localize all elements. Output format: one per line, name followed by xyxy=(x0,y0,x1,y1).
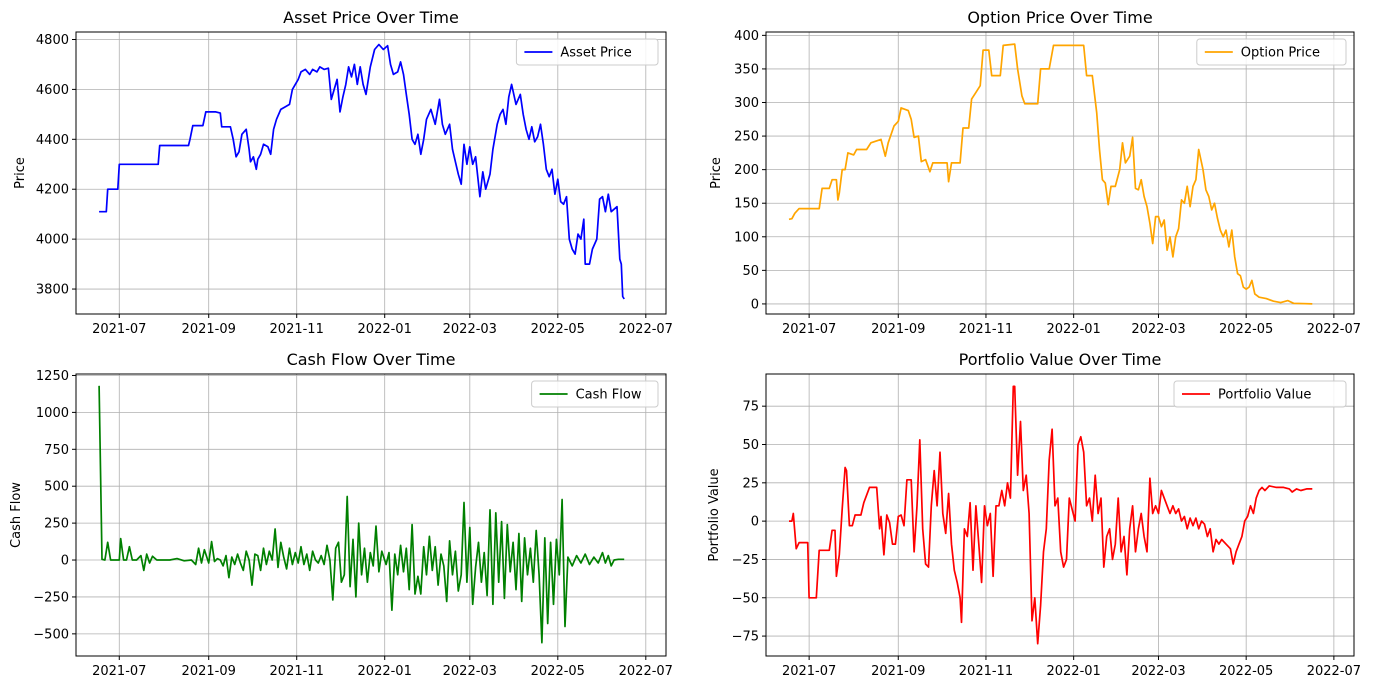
y-tick-label: 50 xyxy=(742,438,759,453)
y-tick-label: 0 xyxy=(61,554,69,569)
y-tick-label: 0 xyxy=(751,297,759,312)
y-tick-label: 200 xyxy=(734,163,759,178)
x-tick-label: 2021-09 xyxy=(871,664,925,679)
y-tick-label: 75 xyxy=(742,400,759,415)
y-tick-label: 0 xyxy=(751,515,759,530)
option-price-legend xyxy=(1196,38,1347,66)
y-tick-label: 4600 xyxy=(36,83,69,98)
option-price-chart: 2021-07 2021-09 2021-11 2022-01 2022-03 2022-… xyxy=(709,8,1361,337)
y-tick-label: 150 xyxy=(734,197,759,212)
y-tick-label: 4800 xyxy=(36,33,69,48)
option-price-y-axis-label: Price xyxy=(709,157,724,189)
x-tick-label: 2021-07 xyxy=(782,322,836,337)
y-tick-label: 400 xyxy=(734,29,759,44)
x-tick-label: 2021-07 xyxy=(782,664,836,679)
x-tick-label: 2022-07 xyxy=(619,664,673,679)
y-tick-label: 1000 xyxy=(36,406,69,421)
y-tick-label: 250 xyxy=(44,517,69,532)
y-tick-label: 4400 xyxy=(36,133,69,148)
x-tick-label: 2022-07 xyxy=(619,322,673,337)
option-price-chart-title: Option Price Over Time xyxy=(967,8,1152,27)
asset-price-chart-title: Asset Price Over Time xyxy=(283,8,459,27)
x-tick-label: 2021-11 xyxy=(959,322,1013,337)
portfolio-value-chart: 2021-07 2021-09 2021-11 2022-01 2022-03 2022-… xyxy=(707,350,1361,679)
x-tick-label: 2022-03 xyxy=(443,322,497,337)
x-tick-label: 2022-03 xyxy=(1131,322,1185,337)
x-tick-label: 2021-11 xyxy=(959,664,1013,679)
x-tick-label: 2021-07 xyxy=(92,664,146,679)
cash-flow-legend xyxy=(531,380,659,408)
legend-label: Option Price xyxy=(1241,46,1320,61)
asset-price-y-axis-label: Price xyxy=(13,157,28,189)
cash-flow-chart: 2021-07 2021-09 2021-11 2022-01 2022-03 2022-… xyxy=(9,350,673,679)
y-tick-label: 350 xyxy=(734,62,759,77)
y-tick-label: 250 xyxy=(734,130,759,145)
x-tick-label: 2021-07 xyxy=(92,322,146,337)
y-tick-label: 3800 xyxy=(36,283,69,298)
x-tick-label: 2021-09 xyxy=(182,322,236,337)
legend-label: Asset Price xyxy=(560,46,631,61)
portfolio-value-legend xyxy=(1173,380,1347,408)
y-tick-label: 4000 xyxy=(36,233,69,248)
y-tick-label: 100 xyxy=(734,230,759,245)
y-tick-label: 1250 xyxy=(36,369,69,384)
x-tick-label: 2021-11 xyxy=(270,664,324,679)
y-tick-label: −250 xyxy=(33,590,69,605)
asset-price-axes-frame xyxy=(75,31,667,315)
asset-price-chart: 2021-07 2021-09 2021-11 2022-01 2022-03 2022-… xyxy=(13,8,673,337)
cash-flow-chart-title: Cash Flow Over Time xyxy=(287,350,456,369)
x-tick-label: 2022-01 xyxy=(1046,664,1100,679)
cash-flow-y-axis-label: Cash Flow xyxy=(9,482,24,548)
portfolio-value-axes-frame xyxy=(765,373,1355,657)
asset-price-legend xyxy=(515,38,659,66)
x-tick-label: 2021-11 xyxy=(270,322,324,337)
x-tick-label: 2021-09 xyxy=(182,664,236,679)
y-tick-label: −75 xyxy=(732,630,759,645)
x-tick-label: 2022-05 xyxy=(531,664,585,679)
x-tick-label: 2022-05 xyxy=(1219,322,1273,337)
portfolio-value-chart-title: Portfolio Value Over Time xyxy=(959,350,1162,369)
x-tick-label: 2022-03 xyxy=(1131,664,1185,679)
x-tick-label: 2022-01 xyxy=(358,322,412,337)
y-tick-label: −500 xyxy=(33,627,69,642)
x-tick-label: 2022-01 xyxy=(358,664,412,679)
x-tick-label: 2022-07 xyxy=(1307,322,1361,337)
y-tick-label: 4200 xyxy=(36,183,69,198)
portfolio-value-y-axis-label: Portfolio Value xyxy=(707,468,722,561)
x-tick-label: 2022-07 xyxy=(1307,664,1361,679)
x-tick-label: 2021-09 xyxy=(871,322,925,337)
x-tick-label: 2022-01 xyxy=(1046,322,1100,337)
y-tick-label: 50 xyxy=(742,264,759,279)
y-tick-label: 500 xyxy=(44,480,69,495)
portfolio-value-series-line xyxy=(789,385,1313,645)
x-tick-label: 2022-05 xyxy=(531,322,585,337)
option-price-series-line xyxy=(788,43,1313,305)
cash-flow-axes-frame xyxy=(75,373,667,657)
y-tick-label: 750 xyxy=(44,443,69,458)
asset-price-series-line xyxy=(99,43,625,300)
option-price-axes-frame xyxy=(765,31,1355,315)
legend-label: Cash Flow xyxy=(576,388,642,403)
y-tick-label: −25 xyxy=(732,553,759,568)
y-tick-label: 25 xyxy=(742,476,759,491)
x-tick-label: 2022-03 xyxy=(443,664,497,679)
cash-flow-series-line xyxy=(98,385,625,644)
legend-label: Portfolio Value xyxy=(1218,388,1311,403)
x-tick-label: 2022-05 xyxy=(1219,664,1273,679)
y-tick-label: −50 xyxy=(732,591,759,606)
y-tick-label: 300 xyxy=(734,96,759,111)
